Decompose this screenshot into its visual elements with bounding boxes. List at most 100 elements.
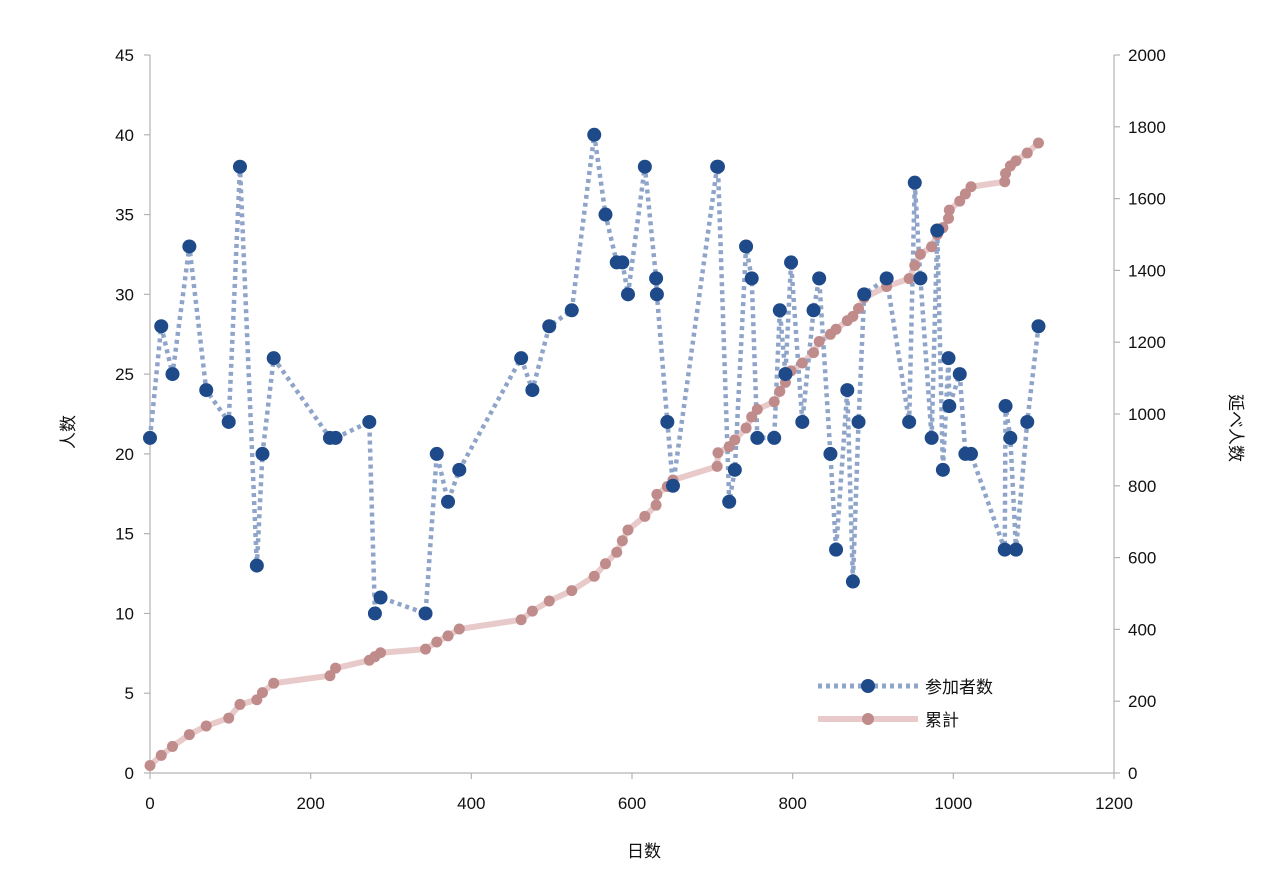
right-y-tick-label: 1800 (1128, 118, 1166, 137)
point-cumulative (256, 687, 268, 699)
x-tick-label: 0 (145, 794, 154, 813)
point-participants (942, 399, 957, 414)
point-participants (722, 494, 737, 509)
point-cumulative (903, 273, 915, 285)
tick-labels: 0 200 400 600 800 1000 1200 0 5 10 15 20 25 30 35 40 45 0… (115, 46, 1166, 813)
x-tick-label: 200 (296, 794, 324, 813)
point-cumulative (651, 488, 663, 500)
point-participants (907, 175, 922, 190)
point-cumulative (155, 749, 167, 761)
point-cumulative (515, 614, 527, 626)
point-participants (767, 430, 782, 445)
right-y-axis-title: 延べ人数 (1225, 394, 1245, 462)
right-y-tick-label: 800 (1128, 477, 1156, 496)
point-participants (930, 223, 945, 238)
point-cumulative (420, 643, 432, 655)
point-cumulative (1010, 155, 1022, 167)
point-participants (857, 287, 872, 302)
point-participants (154, 319, 169, 334)
point-participants (739, 239, 754, 254)
point-participants (812, 271, 827, 286)
point-cumulative (639, 510, 651, 522)
point-participants (750, 430, 765, 445)
point-participants (564, 303, 579, 318)
point-participants (221, 414, 236, 429)
point-participants (913, 271, 928, 286)
point-participants (1031, 319, 1046, 334)
point-cumulative (774, 385, 786, 397)
left-y-tick-label: 30 (115, 285, 134, 304)
point-cumulative (711, 460, 723, 472)
point-participants (935, 462, 950, 477)
point-participants (710, 159, 725, 174)
left-y-tick-label: 20 (115, 445, 134, 464)
point-participants (255, 446, 270, 461)
point-participants (665, 478, 680, 493)
point-cumulative (847, 310, 859, 322)
point-participants (542, 319, 557, 334)
point-participants (328, 430, 343, 445)
point-cumulative (813, 335, 825, 347)
left-y-axis-title: 人数 (59, 415, 79, 449)
point-participants (772, 303, 787, 318)
point-participants (660, 414, 675, 429)
left-y-tick-label: 25 (115, 365, 134, 384)
point-cumulative (200, 720, 212, 732)
point-cumulative (853, 302, 865, 314)
point-participants (249, 558, 264, 573)
point-participants (373, 590, 388, 605)
point-participants (452, 462, 467, 477)
point-cumulative (166, 740, 178, 752)
series-line-cumulative (147, 139, 1042, 769)
left-y-tick-label: 5 (125, 684, 134, 703)
left-y-tick-label: 10 (115, 604, 134, 623)
legend: 参加者数 累計 (818, 678, 993, 731)
series-points (143, 127, 1046, 771)
legend-label-participants: 参加者数 (925, 678, 993, 698)
legend-label-cumulative: 累計 (925, 711, 959, 731)
point-participants (840, 383, 855, 398)
point-participants (879, 271, 894, 286)
point-participants (514, 351, 529, 366)
point-cumulative (375, 647, 387, 659)
point-cumulative (616, 535, 628, 547)
x-tick-label: 1200 (1095, 794, 1133, 813)
x-tick-label: 1000 (934, 794, 972, 813)
point-cumulative (729, 434, 741, 446)
point-cumulative (234, 698, 246, 710)
point-participants (795, 414, 810, 429)
point-participants (367, 606, 382, 621)
point-cumulative (268, 677, 280, 689)
x-tick-label: 400 (457, 794, 485, 813)
point-participants (362, 414, 377, 429)
point-participants (232, 159, 247, 174)
point-participants (418, 606, 433, 621)
point-cumulative (909, 259, 921, 271)
point-participants (924, 430, 939, 445)
right-y-tick-label: 1600 (1128, 190, 1166, 209)
point-cumulative (223, 712, 235, 724)
point-cumulative (999, 176, 1011, 188)
right-y-tick-label: 600 (1128, 549, 1156, 568)
point-participants (165, 367, 180, 382)
point-cumulative (566, 585, 578, 597)
point-participants (851, 414, 866, 429)
point-cumulative (1032, 137, 1044, 149)
left-y-tick-label: 0 (125, 764, 134, 783)
point-participants (941, 351, 956, 366)
point-participants (829, 542, 844, 557)
legend-swatch-cumulative-marker (862, 713, 874, 725)
point-participants (778, 367, 793, 382)
point-cumulative (965, 181, 977, 193)
point-participants (182, 239, 197, 254)
point-participants (952, 367, 967, 382)
point-participants (997, 542, 1012, 557)
point-participants (143, 430, 157, 445)
point-participants (525, 383, 540, 398)
point-cumulative (796, 357, 808, 369)
right-y-tick-label: 0 (1128, 764, 1137, 783)
point-participants (441, 494, 456, 509)
right-y-tick-label: 400 (1128, 620, 1156, 639)
series-lines (147, 132, 1042, 769)
right-y-tick-label: 1400 (1128, 261, 1166, 280)
